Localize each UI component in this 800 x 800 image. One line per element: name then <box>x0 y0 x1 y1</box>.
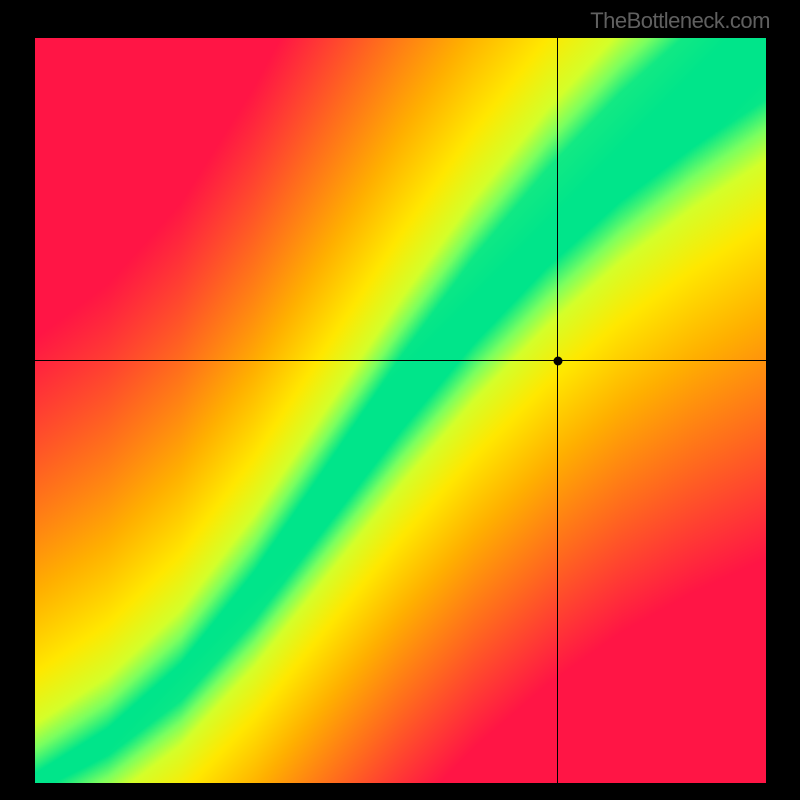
watermark-text: TheBottleneck.com <box>590 8 770 34</box>
crosshair-marker-dot <box>553 356 562 365</box>
crosshair-horizontal-line <box>35 360 766 361</box>
crosshair-vertical-line <box>557 38 558 783</box>
heatmap-canvas <box>35 38 766 783</box>
bottleneck-heatmap-plot <box>35 38 766 783</box>
